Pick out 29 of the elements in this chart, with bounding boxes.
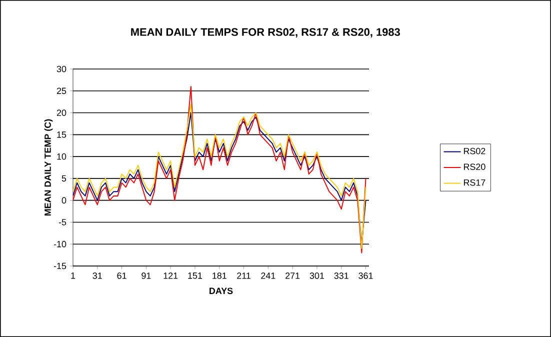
x-axis-title: DAYS — [210, 288, 233, 294]
x-tick-label: 361 — [358, 272, 373, 279]
y-tick-label: 20 — [56, 110, 66, 116]
x-tick-label: 121 — [164, 272, 178, 279]
x-tick-label: 211 — [237, 272, 250, 279]
y-axis-title: MEAN DAILY TEMP (C) — [44, 119, 53, 216]
x-tick-label: 301 — [310, 272, 324, 279]
x-tick-label: 271 — [286, 272, 300, 279]
x-tick-label: 151 — [188, 272, 202, 279]
x-tick-label: 241 — [261, 272, 276, 279]
x-tick-label: 31 — [92, 272, 102, 279]
y-tick-label: 10 — [57, 153, 66, 160]
chart-title: MEAN DAILY TEMPS FOR RS02, RS17 & RS20, 1983 — [131, 28, 400, 38]
y-tick-label: 5 — [62, 175, 66, 182]
y-tick-label: -5 — [58, 219, 66, 226]
legend-label: RS02 — [464, 148, 486, 154]
y-tick-label: 30 — [56, 66, 66, 72]
x-tick-label: 331 — [334, 272, 348, 279]
x-tick-label: 61 — [117, 272, 126, 279]
x-tick-label: 181 — [212, 272, 226, 279]
legend-label: RS20 — [464, 164, 486, 170]
x-tick-label: 91 — [142, 272, 151, 279]
y-tick-label: 25 — [56, 88, 66, 94]
x-tick-label: 1 — [71, 272, 76, 279]
y-tick-label: 0 — [62, 197, 66, 204]
y-tick-label: -15 — [54, 262, 66, 270]
legend-label: RS17 — [464, 179, 486, 186]
y-tick-label: 15 — [57, 132, 66, 138]
y-tick-label: -10 — [54, 240, 66, 248]
